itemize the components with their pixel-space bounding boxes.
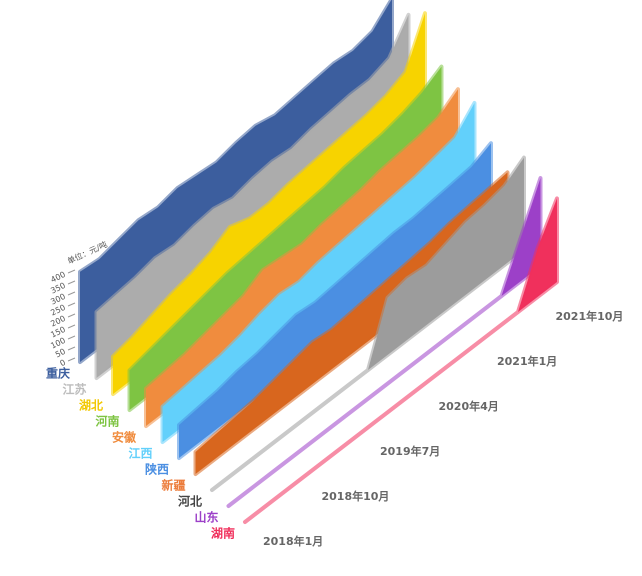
ribbon: [226, 176, 543, 508]
legend-label: 陕西: [145, 462, 169, 477]
x-tick-label: 2021年1月: [497, 354, 557, 368]
y-tick: [67, 269, 76, 274]
y-tick: [67, 346, 76, 351]
y-tick: [67, 313, 76, 318]
y-tick-label: 50: [54, 347, 67, 359]
legend-label: 湖北: [79, 398, 103, 413]
legend-label: 新疆: [161, 478, 185, 493]
ribbon: [243, 196, 559, 524]
y-tick: [67, 291, 76, 296]
legend-label: 江苏: [62, 382, 86, 397]
x-tick-label: 2018年10月: [322, 489, 390, 503]
legend-label: 安徽: [112, 430, 137, 445]
ribbon: [210, 155, 526, 492]
y-tick: [67, 280, 76, 285]
x-tick-label: 2018年1月: [263, 534, 323, 548]
legend-label: 重庆: [46, 366, 70, 381]
y-tick: [67, 302, 76, 307]
legend-label: 河北: [177, 494, 202, 509]
x-tick-label: 2021年10月: [556, 309, 624, 323]
legend-label: 河南: [94, 414, 119, 429]
y-tick: [67, 335, 76, 340]
legend-label: 湖南: [211, 526, 235, 541]
x-tick-label: 2020年4月: [439, 399, 499, 413]
y-tick-label: 0: [58, 358, 66, 368]
y-tick: [67, 357, 76, 362]
x-tick-label: 2019年7月: [380, 444, 440, 458]
y-tick: [67, 324, 76, 329]
legend-label: 山东: [194, 510, 218, 525]
legend-label: 江西: [128, 446, 152, 461]
